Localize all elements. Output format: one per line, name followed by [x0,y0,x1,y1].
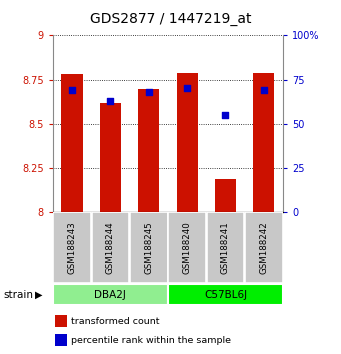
Bar [215,179,236,212]
Point [69,87,75,93]
Bar [92,212,129,283]
Text: GSM188241: GSM188241 [221,221,230,274]
Text: ▶: ▶ [35,290,43,300]
Point [146,89,151,95]
Text: C57BL6J: C57BL6J [204,290,247,300]
Bar [53,284,167,305]
Text: GSM188242: GSM188242 [260,221,268,274]
Text: transformed count: transformed count [71,316,160,326]
Bar [130,212,167,283]
Point [108,98,113,104]
Bar [100,103,121,212]
Text: strain: strain [3,290,33,300]
Bar [61,74,83,212]
Point [223,112,228,118]
Bar [55,315,66,327]
Text: GSM188244: GSM188244 [106,221,115,274]
Bar [55,334,66,346]
Text: GDS2877 / 1447219_at: GDS2877 / 1447219_at [90,12,251,27]
Text: GSM188243: GSM188243 [68,221,76,274]
Bar [168,284,283,305]
Bar [53,212,91,283]
Point [261,87,267,93]
Text: DBA2J: DBA2J [94,290,126,300]
Bar [177,73,198,212]
Text: percentile rank within the sample: percentile rank within the sample [71,336,231,345]
Bar [253,73,275,212]
Text: GSM188240: GSM188240 [183,221,192,274]
Text: GSM188245: GSM188245 [144,221,153,274]
Bar [207,212,244,283]
Bar [245,212,283,283]
Bar [168,212,206,283]
Point [184,86,190,91]
Bar [138,88,159,212]
